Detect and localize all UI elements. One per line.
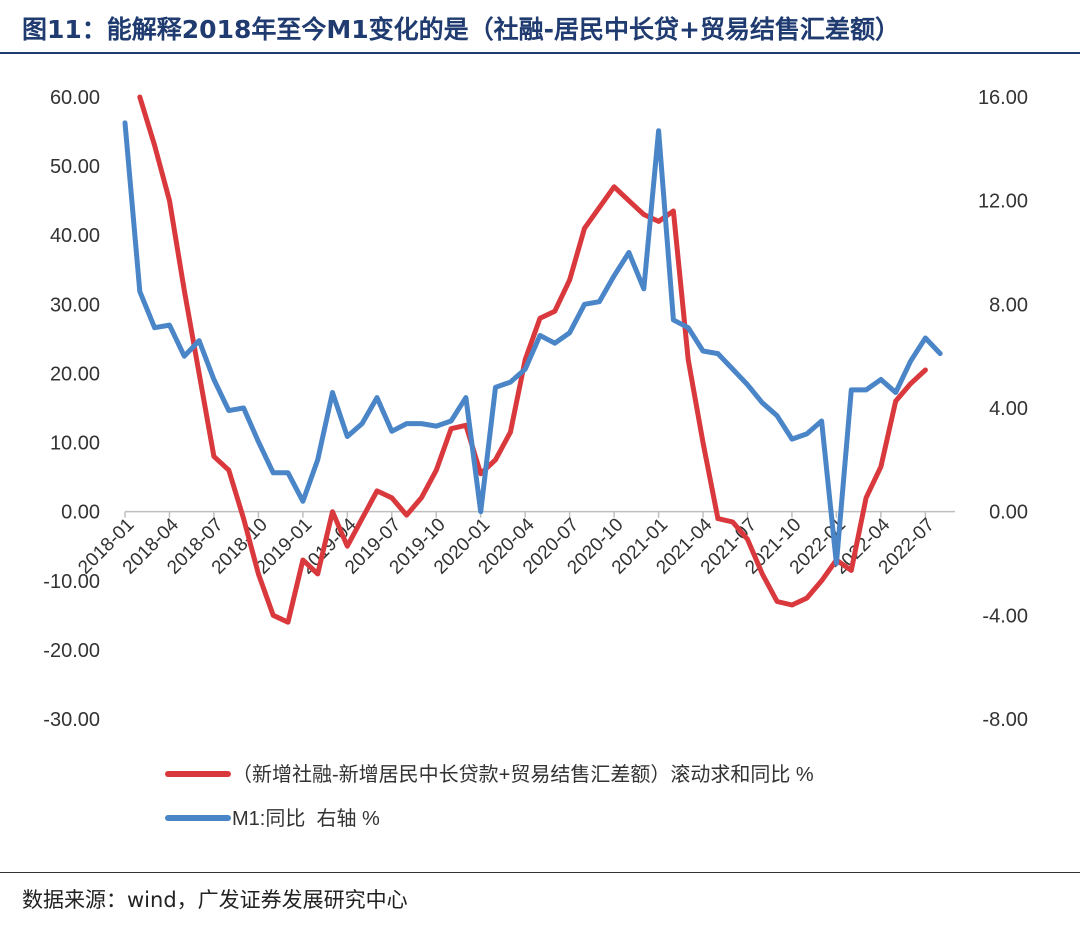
legend-label: （新增社融-新增居民中长贷款+贸易结售汇差额）滚动求和同比 % bbox=[232, 763, 814, 786]
left-tick-label: -20.00 bbox=[43, 640, 100, 662]
legend-label: M1:同比 右轴 % bbox=[232, 807, 380, 830]
right-tick-label: 12.00 bbox=[978, 191, 1028, 213]
source-note: 数据来源：wind，广发证券发展研究中心 bbox=[22, 888, 408, 912]
left-tick-label: 60.00 bbox=[50, 87, 100, 109]
right-tick-label: 4.00 bbox=[989, 398, 1028, 420]
right-axis: 16.00 12.00 8.00 4.00 0.00 -4.00 -8.00 bbox=[978, 87, 1028, 731]
left-axis: 60.00 50.00 40.00 30.00 20.00 10.00 0.00 -10.00… bbox=[43, 87, 100, 731]
series-line-red bbox=[137, 94, 928, 625]
footer-divider bbox=[0, 872, 1080, 873]
x-axis: 2018-012018-042018-072018-102019-012019-… bbox=[74, 511, 939, 579]
title-divider bbox=[0, 52, 1080, 54]
left-tick-label: 40.00 bbox=[50, 225, 100, 247]
left-tick-label: 10.00 bbox=[50, 433, 100, 455]
left-tick-label: 30.00 bbox=[50, 294, 100, 316]
left-tick-label: 50.00 bbox=[50, 156, 100, 178]
left-tick-label: 0.00 bbox=[61, 502, 100, 524]
left-tick-label: -30.00 bbox=[43, 709, 100, 731]
right-tick-label: 8.00 bbox=[989, 294, 1028, 316]
right-tick-label: 0.00 bbox=[989, 502, 1028, 524]
series-lines bbox=[122, 94, 943, 625]
legend: （新增社融-新增居民中长贷款+贸易结售汇差额）滚动求和同比 % M1:同比 右轴 … bbox=[165, 763, 814, 830]
line-chart: 60.00 50.00 40.00 30.00 20.00 10.00 0.00 -10.00… bbox=[43, 87, 1028, 830]
left-tick-label: 20.00 bbox=[50, 363, 100, 385]
right-tick-label: -8.00 bbox=[982, 709, 1028, 731]
right-tick-label: -4.00 bbox=[982, 605, 1028, 627]
left-tick-label: -10.00 bbox=[43, 571, 100, 593]
chart-title: 图11：能解释2018年至今M1变化的是（社融-居民中长贷+贸易结售汇差额） bbox=[22, 15, 900, 44]
right-tick-label: 16.00 bbox=[978, 87, 1028, 109]
series-line-blue bbox=[122, 120, 943, 566]
